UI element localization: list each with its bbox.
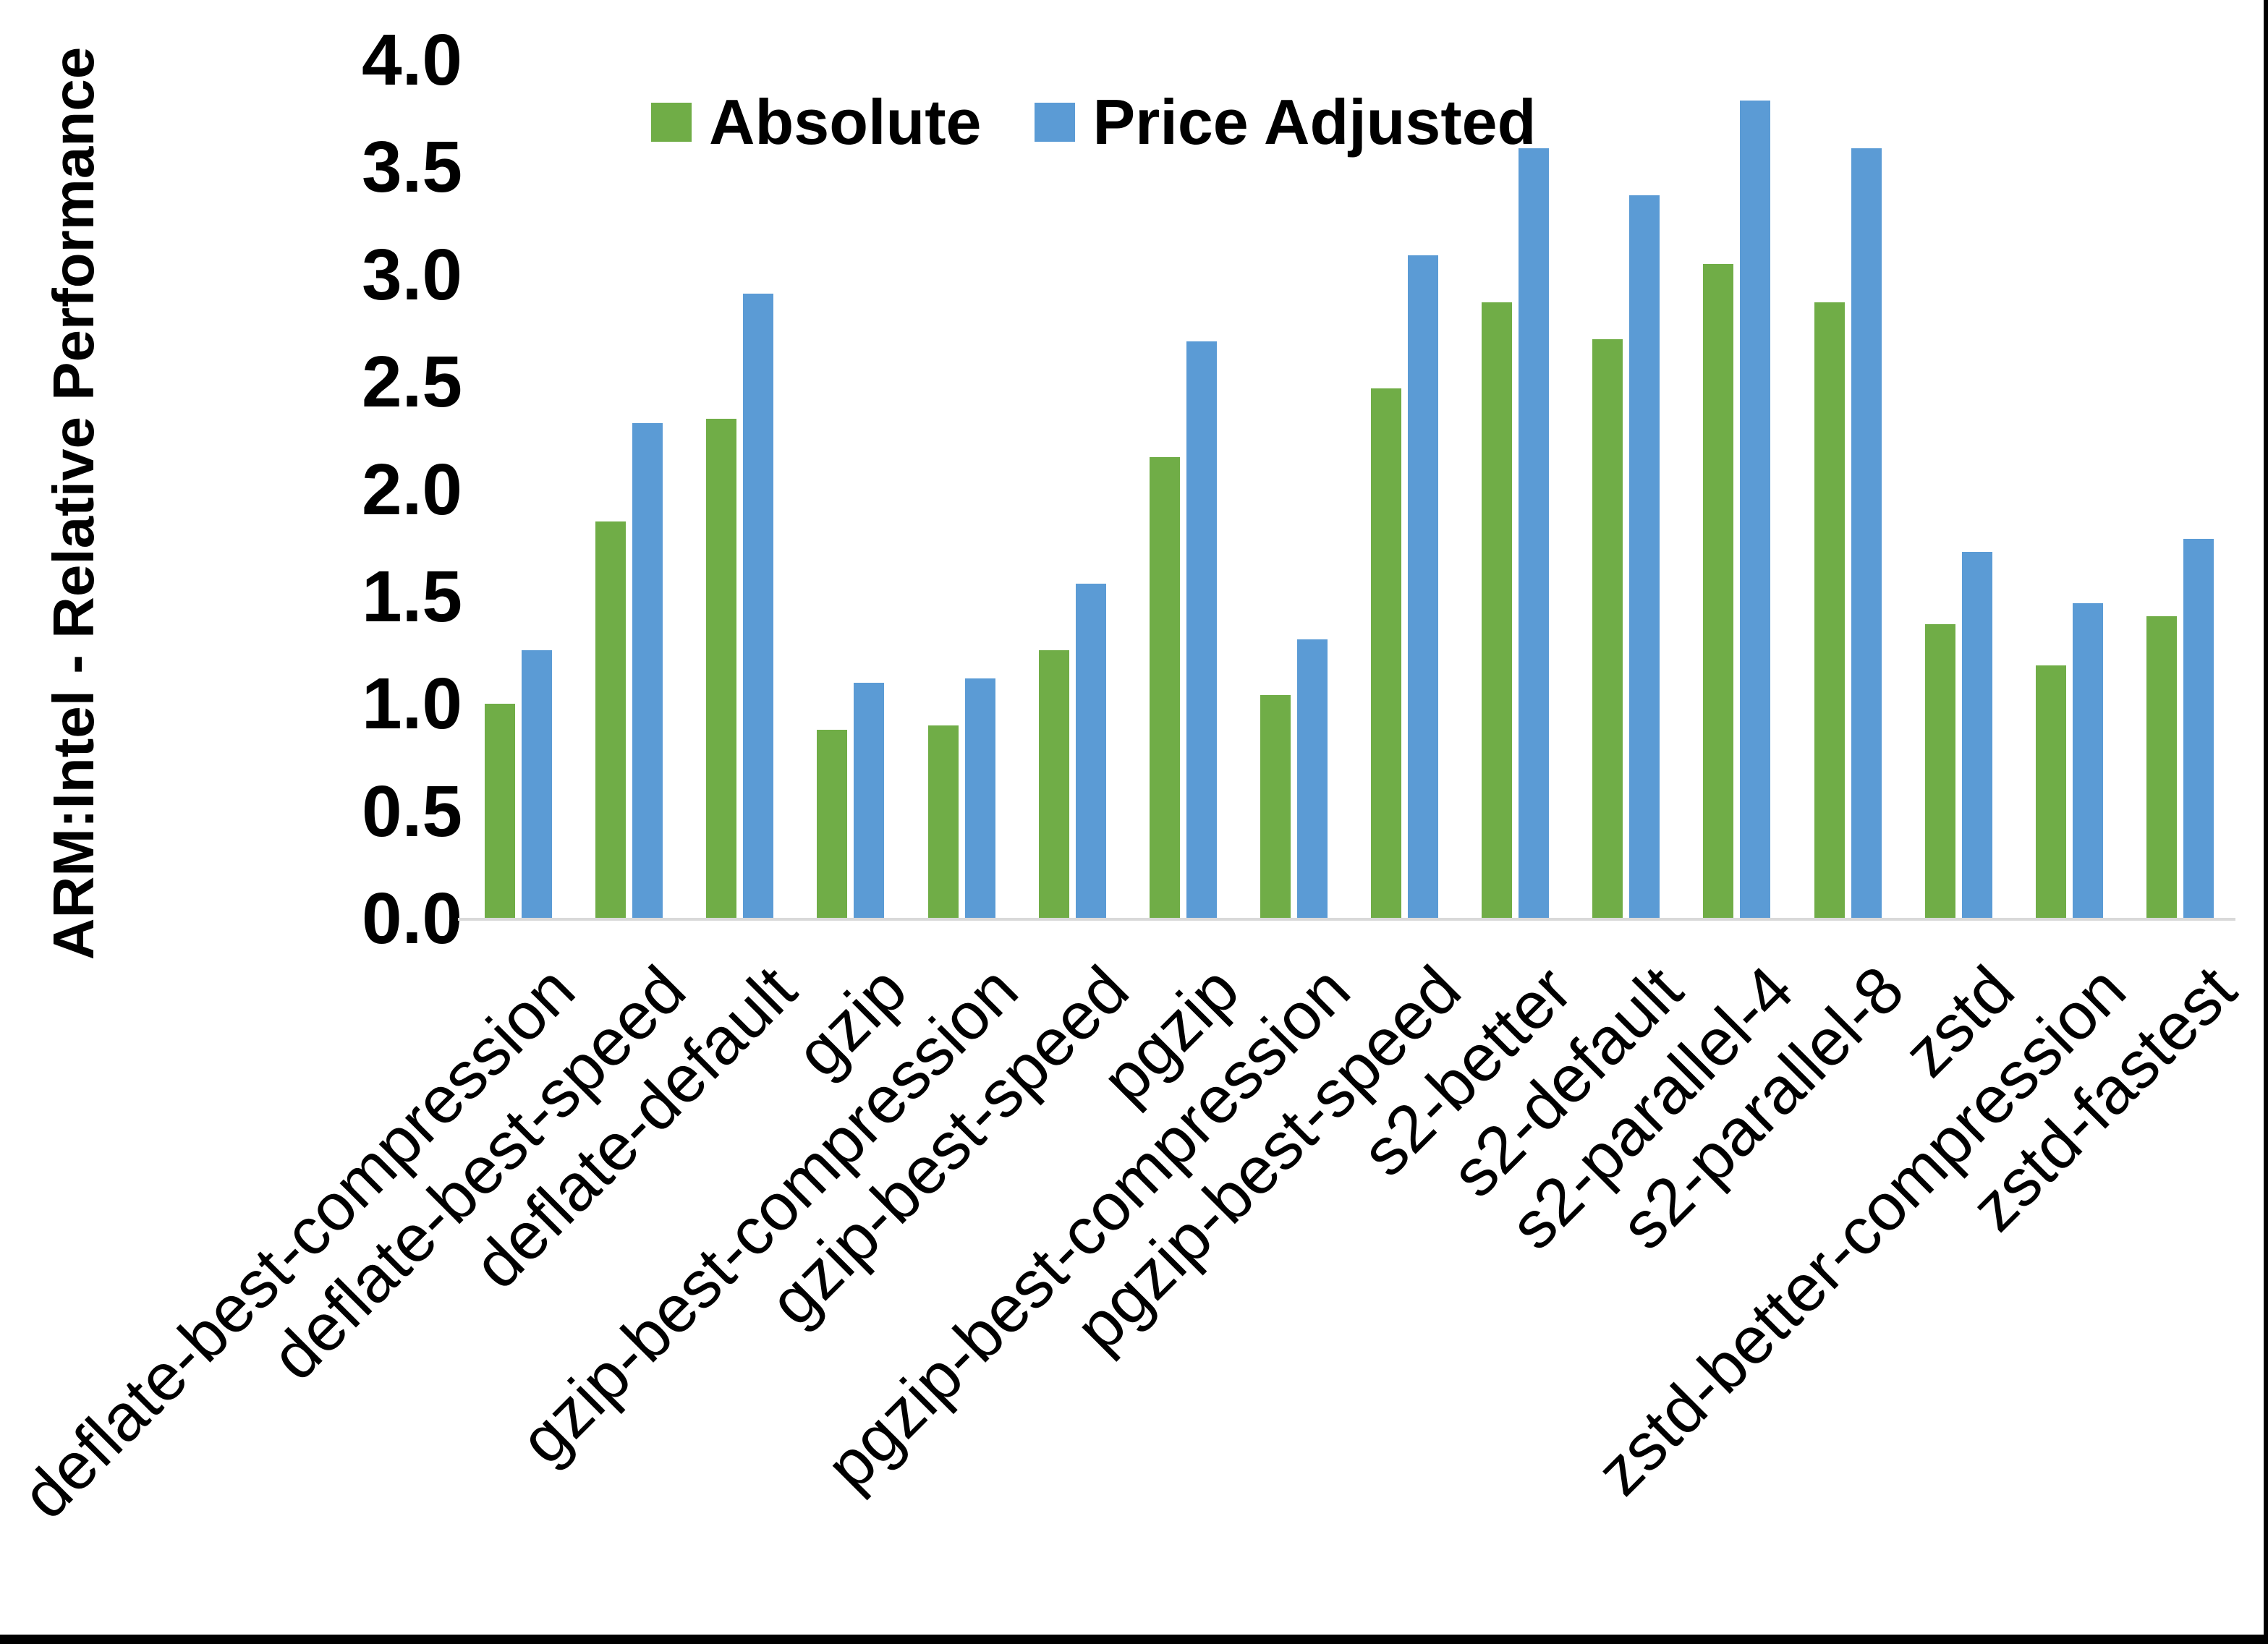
bar-price-adjusted-deflate-best-compression [522,650,553,919]
y-tick-label: 0.5 [361,770,462,852]
legend: Absolute Price Adjusted [651,85,1536,159]
bar-absolute-zstd [1924,624,1955,919]
category-group-pgzip-best-compression [1239,60,1349,919]
y-tick-label: 2.0 [361,448,462,530]
category-group-pgzip-best-speed [1349,60,1460,919]
category-group-deflate-best-speed [574,60,684,919]
bar-absolute-pgzip-best-speed [1371,388,1402,919]
bar-price-adjusted-pgzip-best-speed [1408,255,1439,919]
category-group-gzip-best-speed [1017,60,1128,919]
y-tick-label: 2.5 [361,341,462,423]
bar-absolute-s2-better [1482,302,1513,919]
category-group-deflate-best-compression [463,60,574,919]
bar-absolute-gzip-best-compression [927,725,959,919]
category-group-gzip-best-compression [906,60,1017,919]
bar-absolute-deflate-default [706,418,737,919]
y-tick-label: 3.5 [361,127,462,208]
x-axis-line [458,918,2235,921]
bar-price-adjusted-pgzip [1186,341,1217,919]
bar-absolute-gzip [817,729,848,919]
bar-absolute-zstd-better-compression [2035,665,2066,919]
bar-price-adjusted-deflate-default [743,294,774,919]
bar-absolute-deflate-best-compression [485,704,516,919]
bar-price-adjusted-gzip-best-compression [964,678,995,919]
bar-price-adjusted-zstd [1961,551,1992,919]
legend-item-price-adjusted: Price Adjusted [1035,85,1536,159]
category-group-zstd [1903,60,2014,919]
category-group-s2-better [1460,60,1571,919]
bar-price-adjusted-s2-better [1519,148,1550,919]
legend-label-price-adjusted: Price Adjusted [1092,86,1537,158]
bar-absolute-s2-default [1592,338,1623,919]
bar-price-adjusted-s2-parallel-8 [1851,148,1882,919]
bar-absolute-s2-parallel-4 [1703,263,1734,919]
y-tick-label: 4.0 [361,20,462,101]
category-group-s2-default [1571,60,1681,919]
bar-price-adjusted-zstd-better-compression [2072,602,2103,919]
bar-price-adjusted-pgzip-best-compression [1296,639,1328,919]
legend-label-absolute: Absolute [709,86,982,158]
category-group-zstd-fastest [2125,60,2235,919]
bar-price-adjusted-zstd-fastest [2183,538,2214,919]
y-tick-label: 1.5 [361,555,462,637]
category-group-s2-parallel-8 [1793,60,1903,919]
category-group-zstd-better-compression [2014,60,2125,919]
legend-item-absolute: Absolute [651,85,981,159]
y-tick-label: 3.0 [361,234,462,315]
y-tick-label: 0.0 [361,878,462,959]
y-tick-label: 1.0 [361,663,462,745]
bar-absolute-pgzip-best-compression [1260,695,1291,919]
bar-price-adjusted-gzip [854,682,885,919]
category-group-pgzip [1128,60,1239,919]
bar-absolute-deflate-best-speed [595,521,627,919]
bar-absolute-s2-parallel-8 [1814,302,1845,919]
category-group-gzip [795,60,906,919]
bar-absolute-zstd-fastest [2146,616,2177,919]
legend-swatch-icon-absolute [651,103,692,142]
category-group-deflate-default [684,60,795,919]
bar-absolute-gzip-best-speed [1038,650,1069,919]
legend-swatch-icon-price-adjusted [1035,103,1076,142]
bar-absolute-pgzip [1149,457,1180,919]
category-group-s2-parallel-4 [1681,60,1792,919]
bar-price-adjusted-s2-parallel-4 [1740,101,1771,919]
bar-price-adjusted-s2-default [1629,195,1660,919]
plot-area [463,60,2235,919]
bar-price-adjusted-gzip-best-speed [1075,584,1106,919]
bar-price-adjusted-deflate-best-speed [632,422,663,919]
